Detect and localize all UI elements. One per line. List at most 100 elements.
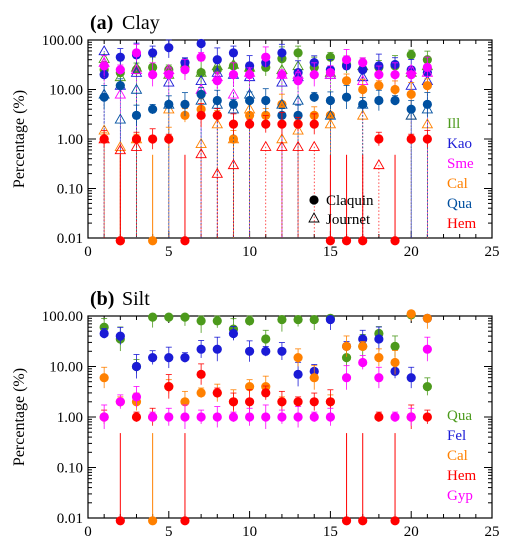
y-tick-label: 10.00: [49, 83, 83, 99]
data-point: [196, 388, 206, 398]
data-point-journet: [292, 94, 304, 105]
data-point-journet: [163, 98, 175, 109]
data-point: [131, 134, 142, 144]
data-point: [148, 48, 158, 58]
legend-entry: Cal: [447, 176, 468, 192]
data-point: [180, 312, 190, 322]
panel-a-label: (a): [90, 12, 113, 34]
data-point: [180, 353, 190, 363]
data-point: [196, 89, 206, 99]
data-point: [164, 412, 174, 422]
data-point: [180, 236, 190, 246]
y-tick-label: 10.00: [49, 360, 83, 376]
data-point: [180, 65, 190, 75]
data-point: [212, 110, 222, 120]
data-point: [148, 412, 158, 422]
series-gyp: [99, 336, 432, 430]
data-point-journet: [98, 88, 110, 99]
legend-entry: Hem: [447, 468, 476, 484]
data-point: [390, 412, 400, 422]
y-tick-label: 1.00: [57, 132, 83, 148]
y-tick-label: 0.10: [57, 182, 83, 198]
data-point-journet: [276, 98, 288, 109]
data-point: [406, 104, 416, 114]
data-point: [341, 236, 352, 246]
panel-b-label: (b): [90, 288, 114, 310]
data-point: [148, 312, 158, 322]
data-point: [390, 516, 400, 526]
data-point: [228, 48, 239, 58]
data-point: [277, 346, 287, 356]
data-point-journet: [130, 66, 143, 77]
data-point: [309, 119, 319, 129]
data-point: [212, 412, 222, 422]
data-point: [212, 95, 222, 106]
data-point: [358, 65, 368, 75]
data-point: [228, 119, 239, 129]
data-point: [261, 95, 271, 106]
data-point: [390, 84, 400, 95]
data-point: [390, 95, 400, 106]
data-point-journet: [130, 63, 143, 75]
data-point: [228, 328, 239, 339]
data-point-journet: [405, 109, 417, 120]
data-point: [293, 353, 303, 363]
x-tick-label: 10: [242, 524, 257, 540]
data-point: [261, 52, 271, 62]
data-point: [228, 397, 239, 407]
series-hem: [99, 363, 432, 526]
data-point-journet: [114, 113, 127, 124]
data-point-journet: [195, 137, 207, 148]
data-point-journet: [324, 68, 337, 79]
data-point-journet: [373, 158, 385, 170]
data-point-journet: [292, 68, 304, 79]
data-point: [148, 236, 158, 246]
data-point: [422, 412, 432, 422]
data-point: [325, 95, 335, 106]
data-point: [406, 412, 416, 422]
panel-clay: (a) Clay 0 5 10 15 20 25 0.01 0.10 1.00 10.00 100.…: [11, 12, 500, 260]
data-point-journet: [421, 103, 434, 114]
y-axis-label: Percentage (%): [11, 90, 28, 188]
data-point: [341, 76, 352, 86]
data-point: [374, 80, 384, 91]
data-point: [358, 236, 368, 246]
data-point-journet: [259, 140, 272, 151]
data-point: [196, 38, 206, 49]
data-point: [228, 69, 239, 80]
data-point: [212, 388, 222, 398]
data-point: [148, 134, 158, 144]
data-point-journet: [211, 167, 224, 178]
data-point-journet: [356, 98, 369, 109]
data-point: [406, 89, 416, 99]
data-point: [341, 516, 352, 526]
data-point: [325, 314, 335, 325]
data-point: [245, 95, 255, 106]
legend-entry: Qua: [447, 408, 472, 424]
y-tick-label: 0.01: [57, 511, 83, 527]
data-point: [325, 67, 335, 78]
data-point: [406, 50, 416, 60]
y-tick-label: 1.00: [57, 410, 83, 426]
x-tick-label: 5: [165, 524, 173, 540]
data-point: [212, 344, 222, 354]
data-point: [325, 397, 335, 407]
data-point: [406, 309, 416, 319]
data-point: [358, 84, 368, 95]
legend-entry: Hem: [447, 216, 476, 232]
data-point: [164, 381, 174, 392]
x-tick-label: 5: [165, 244, 173, 260]
data-point: [341, 353, 352, 363]
data-point: [341, 373, 352, 383]
data-point: [374, 334, 384, 344]
data-point: [358, 357, 368, 368]
data-point: [358, 341, 368, 352]
data-point: [196, 316, 206, 326]
data-point: [374, 134, 384, 144]
data-point: [261, 334, 271, 344]
x-tick-label: 15: [323, 524, 338, 540]
data-point-journet: [98, 45, 110, 56]
legend-entry: Fel: [447, 428, 466, 444]
y-tick-label: 0.10: [57, 461, 83, 477]
data-point: [422, 80, 432, 91]
